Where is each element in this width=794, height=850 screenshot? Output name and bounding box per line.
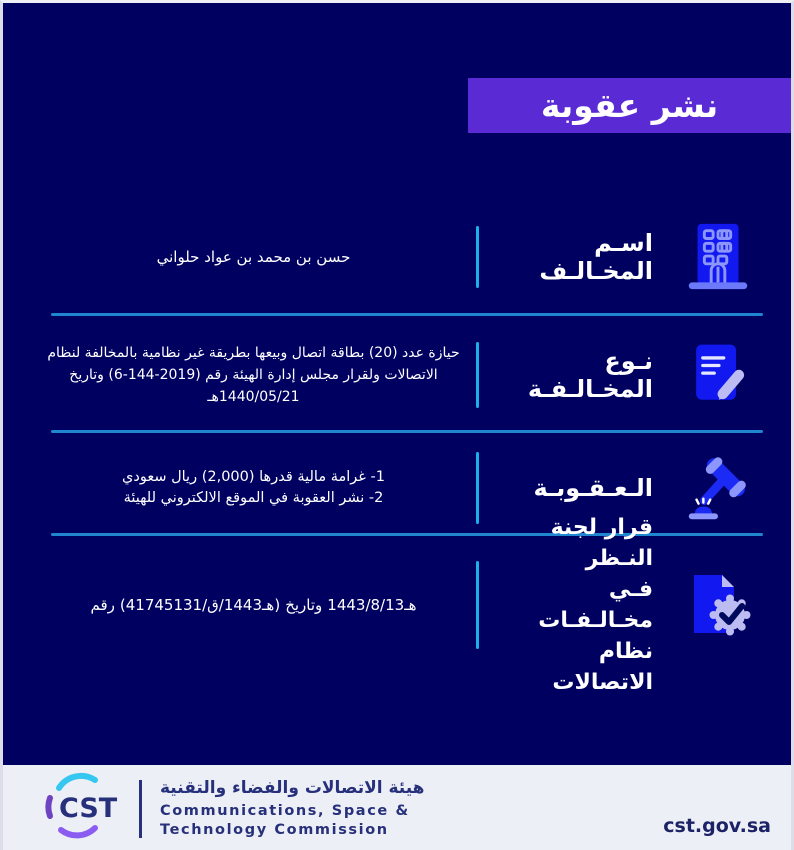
violation-line-2: الاتصالات ولقرار مجلس إدارة الهيئة رقم (… xyxy=(69,367,438,383)
decision-token: رقم xyxy=(90,596,115,614)
section-committee-decision: رقم (41745131/ ق /1443 هـ) وتاريخ 1443/8… xyxy=(31,515,767,695)
cst-logo: CST xyxy=(37,772,129,846)
violator-name-value: حسن بن محمد بن عواد حلواني xyxy=(156,248,351,266)
violator-name-label: اسـم المخـالـف xyxy=(539,229,653,285)
cst-logo-text: CST xyxy=(59,793,118,824)
section-violator-name: حسن بن محمد بن عواد حلواني اسـم المخـالـ… xyxy=(31,215,767,299)
commission-name-english-line1: Communications, Space & xyxy=(160,803,410,819)
section-separator xyxy=(51,533,763,536)
violation-line-1: حيازة عدد (20) بطاقة اتصال وبيعها بطريقة… xyxy=(47,345,460,361)
footer-divider xyxy=(139,780,142,838)
footer: CST هيئة الاتصالات والفضاء والتقنية Comm… xyxy=(3,765,791,850)
page-title-banner: نشر عقوبة xyxy=(468,78,791,133)
decision-number-line: رقم (41745131/ ق /1443 هـ) وتاريخ 1443/8… xyxy=(90,596,416,614)
commission-name-english-line2: Technology Commission xyxy=(160,822,389,838)
decision-token: 1443/8/13 xyxy=(327,596,405,614)
decision-token: ق xyxy=(207,596,219,614)
decision-token: /1443 xyxy=(218,596,263,614)
section-divider-bar xyxy=(476,226,479,288)
section-divider-bar xyxy=(476,452,479,524)
decision-label-line-1: قرار لجنة النـظر xyxy=(550,515,653,571)
section-separator xyxy=(51,430,763,433)
decision-token: (41745131/ xyxy=(119,596,208,614)
penalty-label: الـعـقـوبـة xyxy=(533,474,653,502)
penalty-line-2: 2- نشر العقوبة في الموقع الالكتروني للهي… xyxy=(123,490,384,506)
building-icon xyxy=(669,218,767,296)
commission-name-arabic: هيئة الاتصالات والفضاء والتقنية xyxy=(160,778,425,798)
document-pen-icon xyxy=(669,337,767,413)
section-divider-bar xyxy=(476,561,479,649)
decision-token: وتاريخ xyxy=(285,596,323,614)
page-title: نشر عقوبة xyxy=(540,86,719,125)
penalty-line-1: 1- غرامة مالية قدرها (2,000) ريال سعودي xyxy=(122,469,385,485)
stamped-document-icon xyxy=(669,565,767,645)
violation-line-3: 1440/05/21هـ xyxy=(207,389,300,405)
decision-token: هـ xyxy=(404,596,417,614)
section-divider-bar xyxy=(476,342,479,408)
decision-label-line-2: فـي مخـالـفـات xyxy=(538,577,653,633)
cst-website-link[interactable]: cst.gov.sa xyxy=(663,815,771,837)
section-violation-type: حيازة عدد (20) بطاقة اتصال وبيعها بطريقة… xyxy=(31,329,767,421)
section-penalty: 1- غرامة مالية قدرها (2,000) ريال سعودي … xyxy=(31,447,767,529)
gavel-icon xyxy=(669,449,767,527)
decision-token: هـ) xyxy=(262,596,281,614)
decision-label-line-3: نظام الاتصالات xyxy=(552,639,653,695)
section-separator xyxy=(51,313,763,316)
violation-type-label: نـوع المخـالـفـة xyxy=(527,347,653,403)
